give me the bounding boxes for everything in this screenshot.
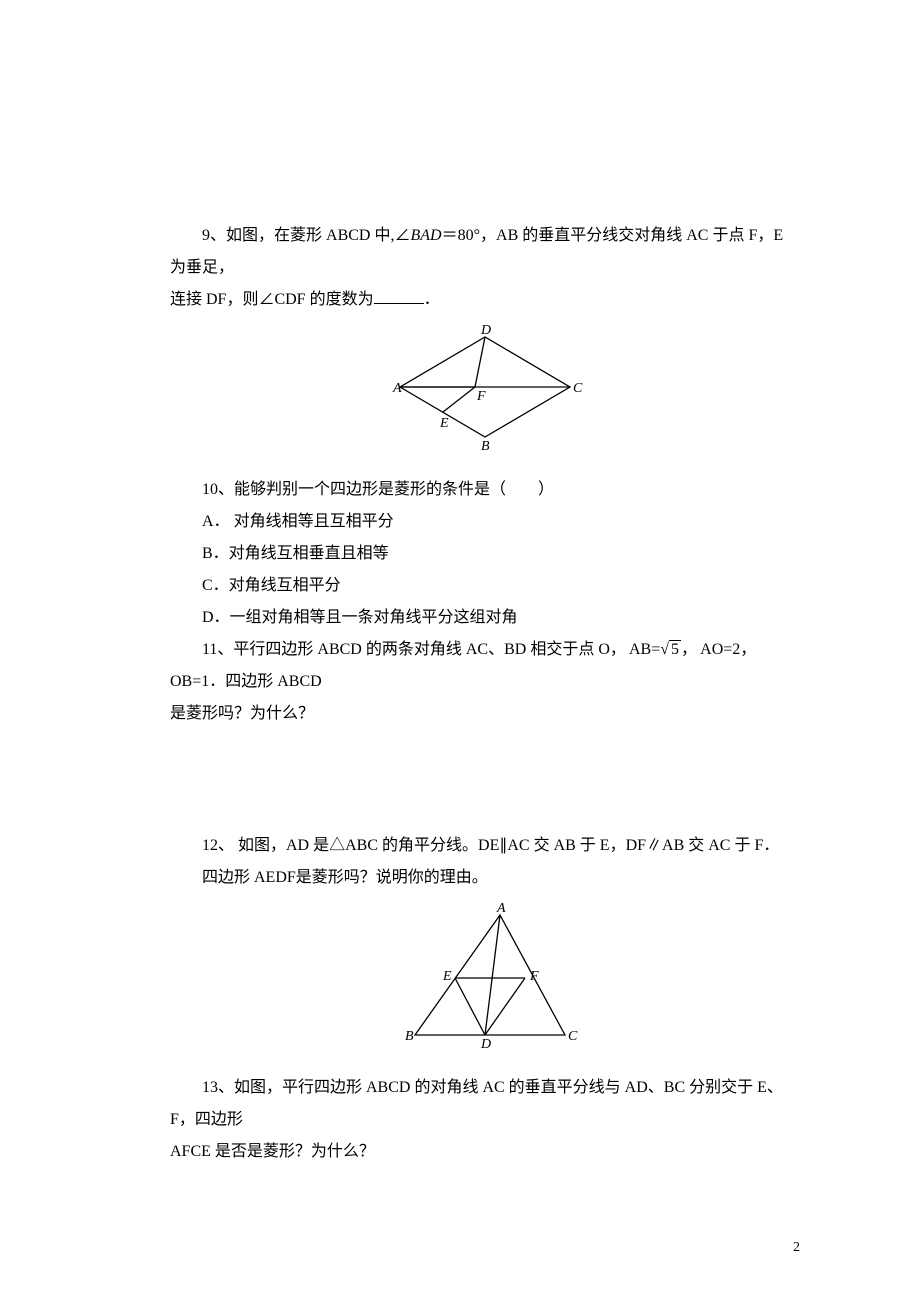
q11-line2b: 么？ (282, 705, 314, 722)
label2-C: C (568, 1029, 578, 1044)
q9-line1: 9、如图，在菱形 ABCD 中,∠BAD＝80°，AB 的垂直平分线交对角线 A… (170, 220, 800, 284)
sqrt-value: 5 (669, 640, 681, 658)
q12-line2a: 四边形 AEDF (202, 869, 296, 886)
q12-line2: 四边形 AEDF是菱形吗？说明你的理由。 (170, 862, 800, 894)
q11-pre: 11、平行四边形 ABCD 的两条对角线 AC、BD 相交于点 O， AB= (202, 641, 660, 658)
q9-eq80: ＝80°，AB 的垂直平分线交 (442, 227, 635, 244)
label2-B: B (405, 1029, 414, 1044)
label-C: C (573, 381, 583, 396)
seg-ef (443, 387, 475, 412)
q13-line1: 13、如图，平行四边形 ABCD 的对角线 AC 的垂直平分线与 AD、BC 分… (170, 1072, 800, 1136)
sqrt-symbol: √ (660, 641, 669, 658)
page-container: 9、如图，在菱形 ABCD 中,∠BAD＝80°，AB 的垂直平分线交对角线 A… (0, 0, 920, 1302)
label-F: F (476, 389, 486, 404)
q13-line2a: AFCE 是否是菱形？为什 (170, 1143, 343, 1160)
q10-optA: A． 对角线相等且互相平分 (170, 506, 800, 538)
figure-q9: A C D B E F (170, 322, 800, 464)
q13-line2b: 么？ (343, 1143, 375, 1160)
label2-D: D (480, 1037, 491, 1050)
q9-line2-text: 连接 DF，则∠CDF 的度数为 (170, 291, 374, 308)
q9-blank (374, 287, 424, 304)
label2-A: A (496, 901, 506, 916)
q9-text-b: 在菱形 ABCD 中, (274, 227, 394, 244)
label-D: D (480, 323, 491, 338)
q11-line2: 是菱形吗？为什么？ (170, 698, 800, 730)
q10-stem: 10、能够判别一个四边形是菱形的条件是（ ） (170, 474, 800, 506)
triangle-abc (415, 915, 565, 1035)
q12-line1: 12、 如图，AD 是△ABC 的角平分线。DE∥AC 交 AB 于 E，DF∥… (170, 830, 800, 862)
gap-q11 (170, 730, 800, 830)
label2-F: F (529, 969, 539, 984)
rhombus-svg: A C D B E F (385, 322, 585, 452)
q9-line2: 连接 DF，则∠CDF 的度数为 ． (170, 284, 800, 316)
q11-line1: 11、平行四边形 ABCD 的两条对角线 AC、BD 相交于点 O， AB=√5… (170, 634, 800, 698)
q10-A-pre: A． (202, 513, 230, 530)
q10-optC: C．对角线互相平分 (170, 570, 800, 602)
label-B: B (481, 439, 490, 452)
q9-period: ． (424, 291, 440, 308)
label-A: A (392, 381, 402, 396)
label2-E: E (442, 969, 452, 984)
label-E: E (439, 416, 449, 431)
q11-line2a: 是菱形吗？为什 (170, 705, 282, 722)
seg-df (475, 337, 485, 387)
seg-ed (455, 978, 485, 1035)
triangle-svg: A B C D E F (385, 900, 585, 1050)
q9-text-a: 9、如图， (202, 227, 274, 244)
q9-bad: BAD (411, 227, 442, 244)
q12-line2b: 是菱形吗？说明你的理由。 (296, 869, 488, 886)
q13-line2: AFCE 是否是菱形？为什么？ (170, 1136, 800, 1168)
q9-angle: ∠ (394, 227, 410, 244)
q10-optB: B．对角线互相垂直且相等 (170, 538, 800, 570)
page-number: 2 (793, 1234, 800, 1262)
figure-q12: A B C D E F (170, 900, 800, 1062)
q10-A-text: 对角线相等且互相平分 (230, 513, 394, 530)
q10-optD: D．一组对角相等且一条对角线平分这组对角 (170, 602, 800, 634)
